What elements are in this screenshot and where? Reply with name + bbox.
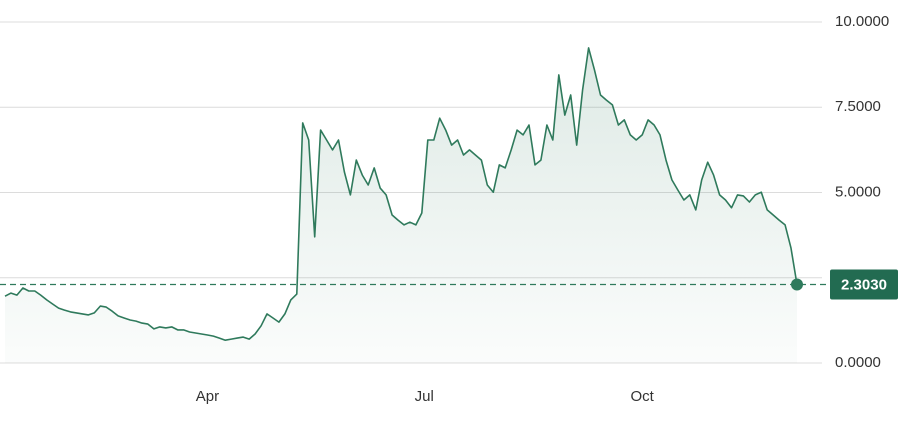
area (5, 47, 797, 364)
y-tick-label: 5.0000 (835, 183, 881, 200)
x-tick-label: Apr (196, 388, 219, 405)
last-price-badge (830, 269, 898, 300)
last-point (791, 278, 803, 291)
last-price-label: 2.3030 (841, 276, 887, 293)
y-tick-label: 0.0000 (835, 354, 881, 371)
x-tick-label: Oct (631, 388, 655, 405)
y-tick-label: 10.0000 (835, 13, 889, 30)
x-tick-label: Jul (415, 388, 434, 405)
y-tick-label: 7.5000 (835, 98, 881, 115)
price-line (4, 47, 798, 341)
